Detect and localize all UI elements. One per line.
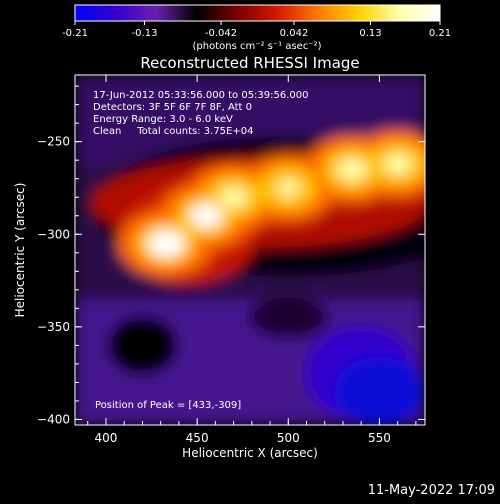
- info-line-time: 17-Jun-2012 05:33:56.000 to 05:39:56.000: [93, 90, 309, 101]
- colorbar-tick-label: -0.13: [132, 28, 158, 39]
- heatmap-layer: [75, 75, 425, 425]
- heatmap-band-core: [384, 153, 412, 175]
- heatmap-band-core: [277, 179, 300, 197]
- x-tick-label: 500: [277, 431, 300, 445]
- y-tick-label: −350: [37, 320, 70, 334]
- x-tick-label: 400: [95, 431, 118, 445]
- info-line-detectors: Detectors: 3F 5F 6F 7F 8F, Att 0: [93, 102, 252, 113]
- info-line-energy: Energy Range: 3.0 - 6.0 keV: [93, 114, 233, 125]
- colorbar-ticks: -0.21 -0.13 -0.042 0.042 0.13 0.21: [62, 21, 451, 39]
- heatmap-negative-region: [107, 315, 178, 376]
- y-tick-label: −400: [37, 412, 70, 426]
- colorbar-tick-label: -0.042: [205, 28, 237, 39]
- colorbar-tick-label: 0.21: [429, 28, 451, 39]
- heatmap-band-core: [147, 229, 185, 258]
- heatmap-dark-pocket: [248, 297, 329, 338]
- peak-position-label: Position of Peak = [433,-309]: [95, 400, 241, 411]
- x-axis-label: Heliocentric X (arcsec): [182, 446, 318, 460]
- y-axis-ticks: −250 −300 −350 −400: [37, 85, 425, 426]
- heatmap-deep-blue: [334, 356, 425, 425]
- timestamp: 11-May-2022 17:09: [368, 483, 495, 498]
- heatmap-band-core: [190, 203, 223, 228]
- colorbar-tick-label: 0.042: [280, 28, 309, 39]
- plot-frame: [74, 74, 426, 426]
- y-tick-label: −250: [37, 135, 70, 149]
- colorbar: [74, 4, 441, 22]
- chart-title: Reconstructed RHESSI Image: [140, 54, 359, 72]
- heatmap-band-core: [337, 158, 367, 181]
- heatmap-band-core: [219, 187, 248, 208]
- colorbar-tick-label: 0.13: [359, 28, 381, 39]
- colorbar-unit-label: (photons cm⁻² s⁻¹ asec⁻²): [192, 41, 321, 52]
- y-axis-label: Heliocentric Y (arcsec): [13, 183, 27, 318]
- y-tick-label: −300: [37, 227, 70, 241]
- info-line-clean: Clean Total counts: 3.75E+04: [93, 126, 253, 137]
- x-tick-label: 550: [368, 431, 391, 445]
- x-tick-label: 450: [186, 431, 209, 445]
- colorbar-tick-label: -0.21: [62, 28, 88, 39]
- x-axis-ticks: 400 450 500 550: [87, 75, 417, 445]
